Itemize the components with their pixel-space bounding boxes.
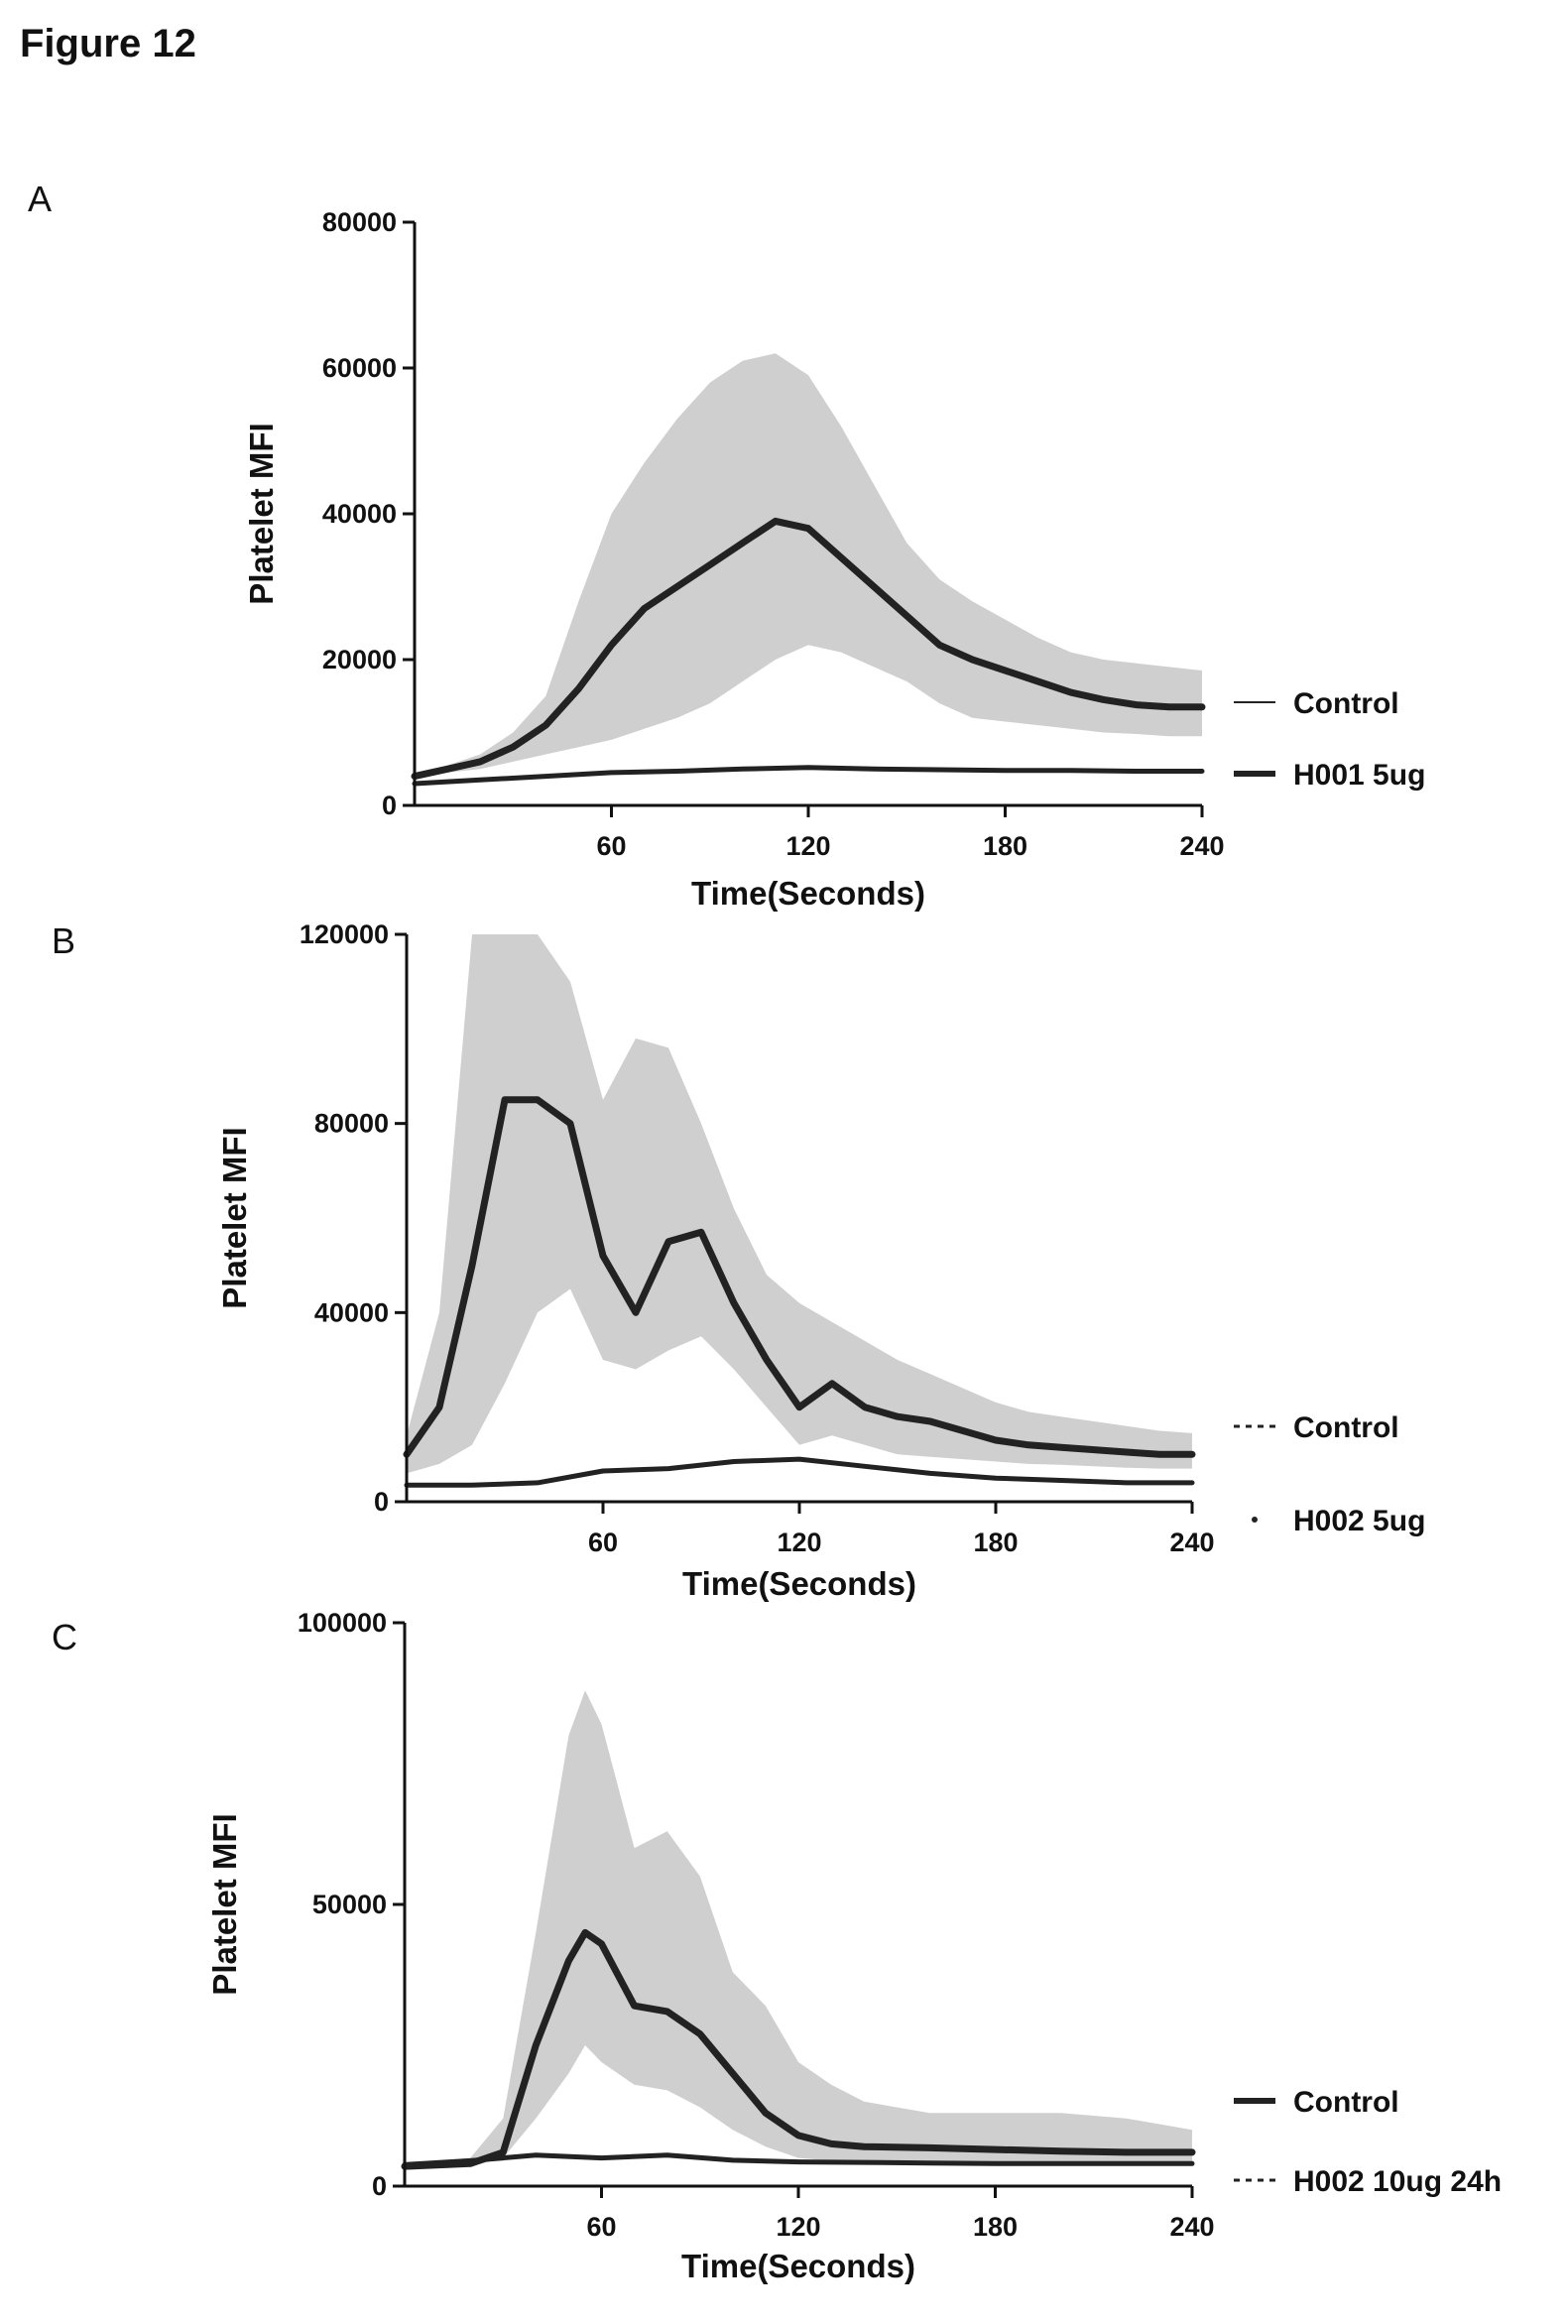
x-tick-label: 240 (1169, 2212, 1214, 2242)
panel-letter-c: C (52, 1617, 77, 1657)
x-axis-title: Time(Seconds) (691, 875, 925, 912)
legend-label: Control (1293, 1411, 1399, 1444)
y-tick-label: 0 (374, 1487, 389, 1517)
x-tick-label: 180 (973, 1528, 1018, 1557)
legend-label: Control (1293, 2086, 1399, 2119)
series-line-1 (412, 765, 1205, 787)
y-tick-label: 0 (382, 791, 397, 820)
x-tick-label: 240 (1179, 831, 1224, 861)
x-tick-label: 180 (973, 2212, 1018, 2242)
legend-label: Control (1293, 687, 1399, 720)
series-band-1 (407, 934, 1192, 1474)
y-axis-title: Platelet MFI (206, 1813, 243, 1995)
chart-panel-c: 0 50000 100000 60 120 180 240 Time(Seconds) Plat… (206, 1608, 1502, 2284)
series-band-2 (415, 353, 1202, 779)
x-tick-label: 120 (785, 831, 830, 861)
y-tick-label: 80000 (314, 1109, 389, 1139)
legend-label: H002 5ug (1293, 1505, 1425, 1537)
panel-letter-b: B (52, 920, 76, 961)
y-tick-label: 40000 (314, 1297, 389, 1327)
y-tick-label: 120000 (300, 919, 389, 949)
y-axis-title: Platelet MFI (243, 423, 280, 604)
series-line-2 (411, 517, 1206, 781)
figure-title: Figure 12 (20, 22, 196, 65)
chart-panel-b: 0 40000 80000 120000 60 120 180 240 Time(Seconds… (216, 919, 1425, 1602)
y-tick-label: 60000 (322, 353, 397, 383)
legend-marker (1252, 1517, 1258, 1523)
legend-label: H001 5ug (1293, 759, 1425, 792)
x-tick-label: 60 (586, 2212, 616, 2242)
x-tick-label: 120 (776, 2212, 820, 2242)
x-axis-title: Time(Seconds) (682, 1565, 916, 1602)
series-line-2 (404, 1456, 1195, 1488)
panel-letter-a: A (28, 179, 53, 219)
x-tick-label: 240 (1169, 1528, 1214, 1557)
x-tick-label: 120 (777, 1528, 821, 1557)
y-tick-label: 50000 (312, 1890, 387, 1919)
y-tick-label: 0 (372, 2171, 387, 2201)
y-tick-label: 100000 (298, 1608, 387, 1638)
x-axis-title: Time(Seconds) (681, 2248, 915, 2284)
y-tick-label: 80000 (322, 207, 397, 237)
y-tick-label: 40000 (322, 499, 397, 529)
y-tick-label: 20000 (322, 645, 397, 674)
legend-label: H002 10ug 24h (1293, 2165, 1502, 2198)
x-tick-label: 60 (588, 1528, 618, 1557)
series-line-2 (402, 2152, 1195, 2167)
y-axis-title: Platelet MFI (216, 1127, 253, 1308)
series-line-1 (403, 1096, 1196, 1458)
x-tick-label: 60 (596, 831, 626, 861)
chart-panel-a: 0 20000 40000 60000 80000 60 120 180 240 Time(Sec… (243, 207, 1425, 912)
series-band-1 (405, 1690, 1192, 2169)
x-tick-label: 180 (983, 831, 1027, 861)
series-line-1 (401, 1928, 1196, 2170)
